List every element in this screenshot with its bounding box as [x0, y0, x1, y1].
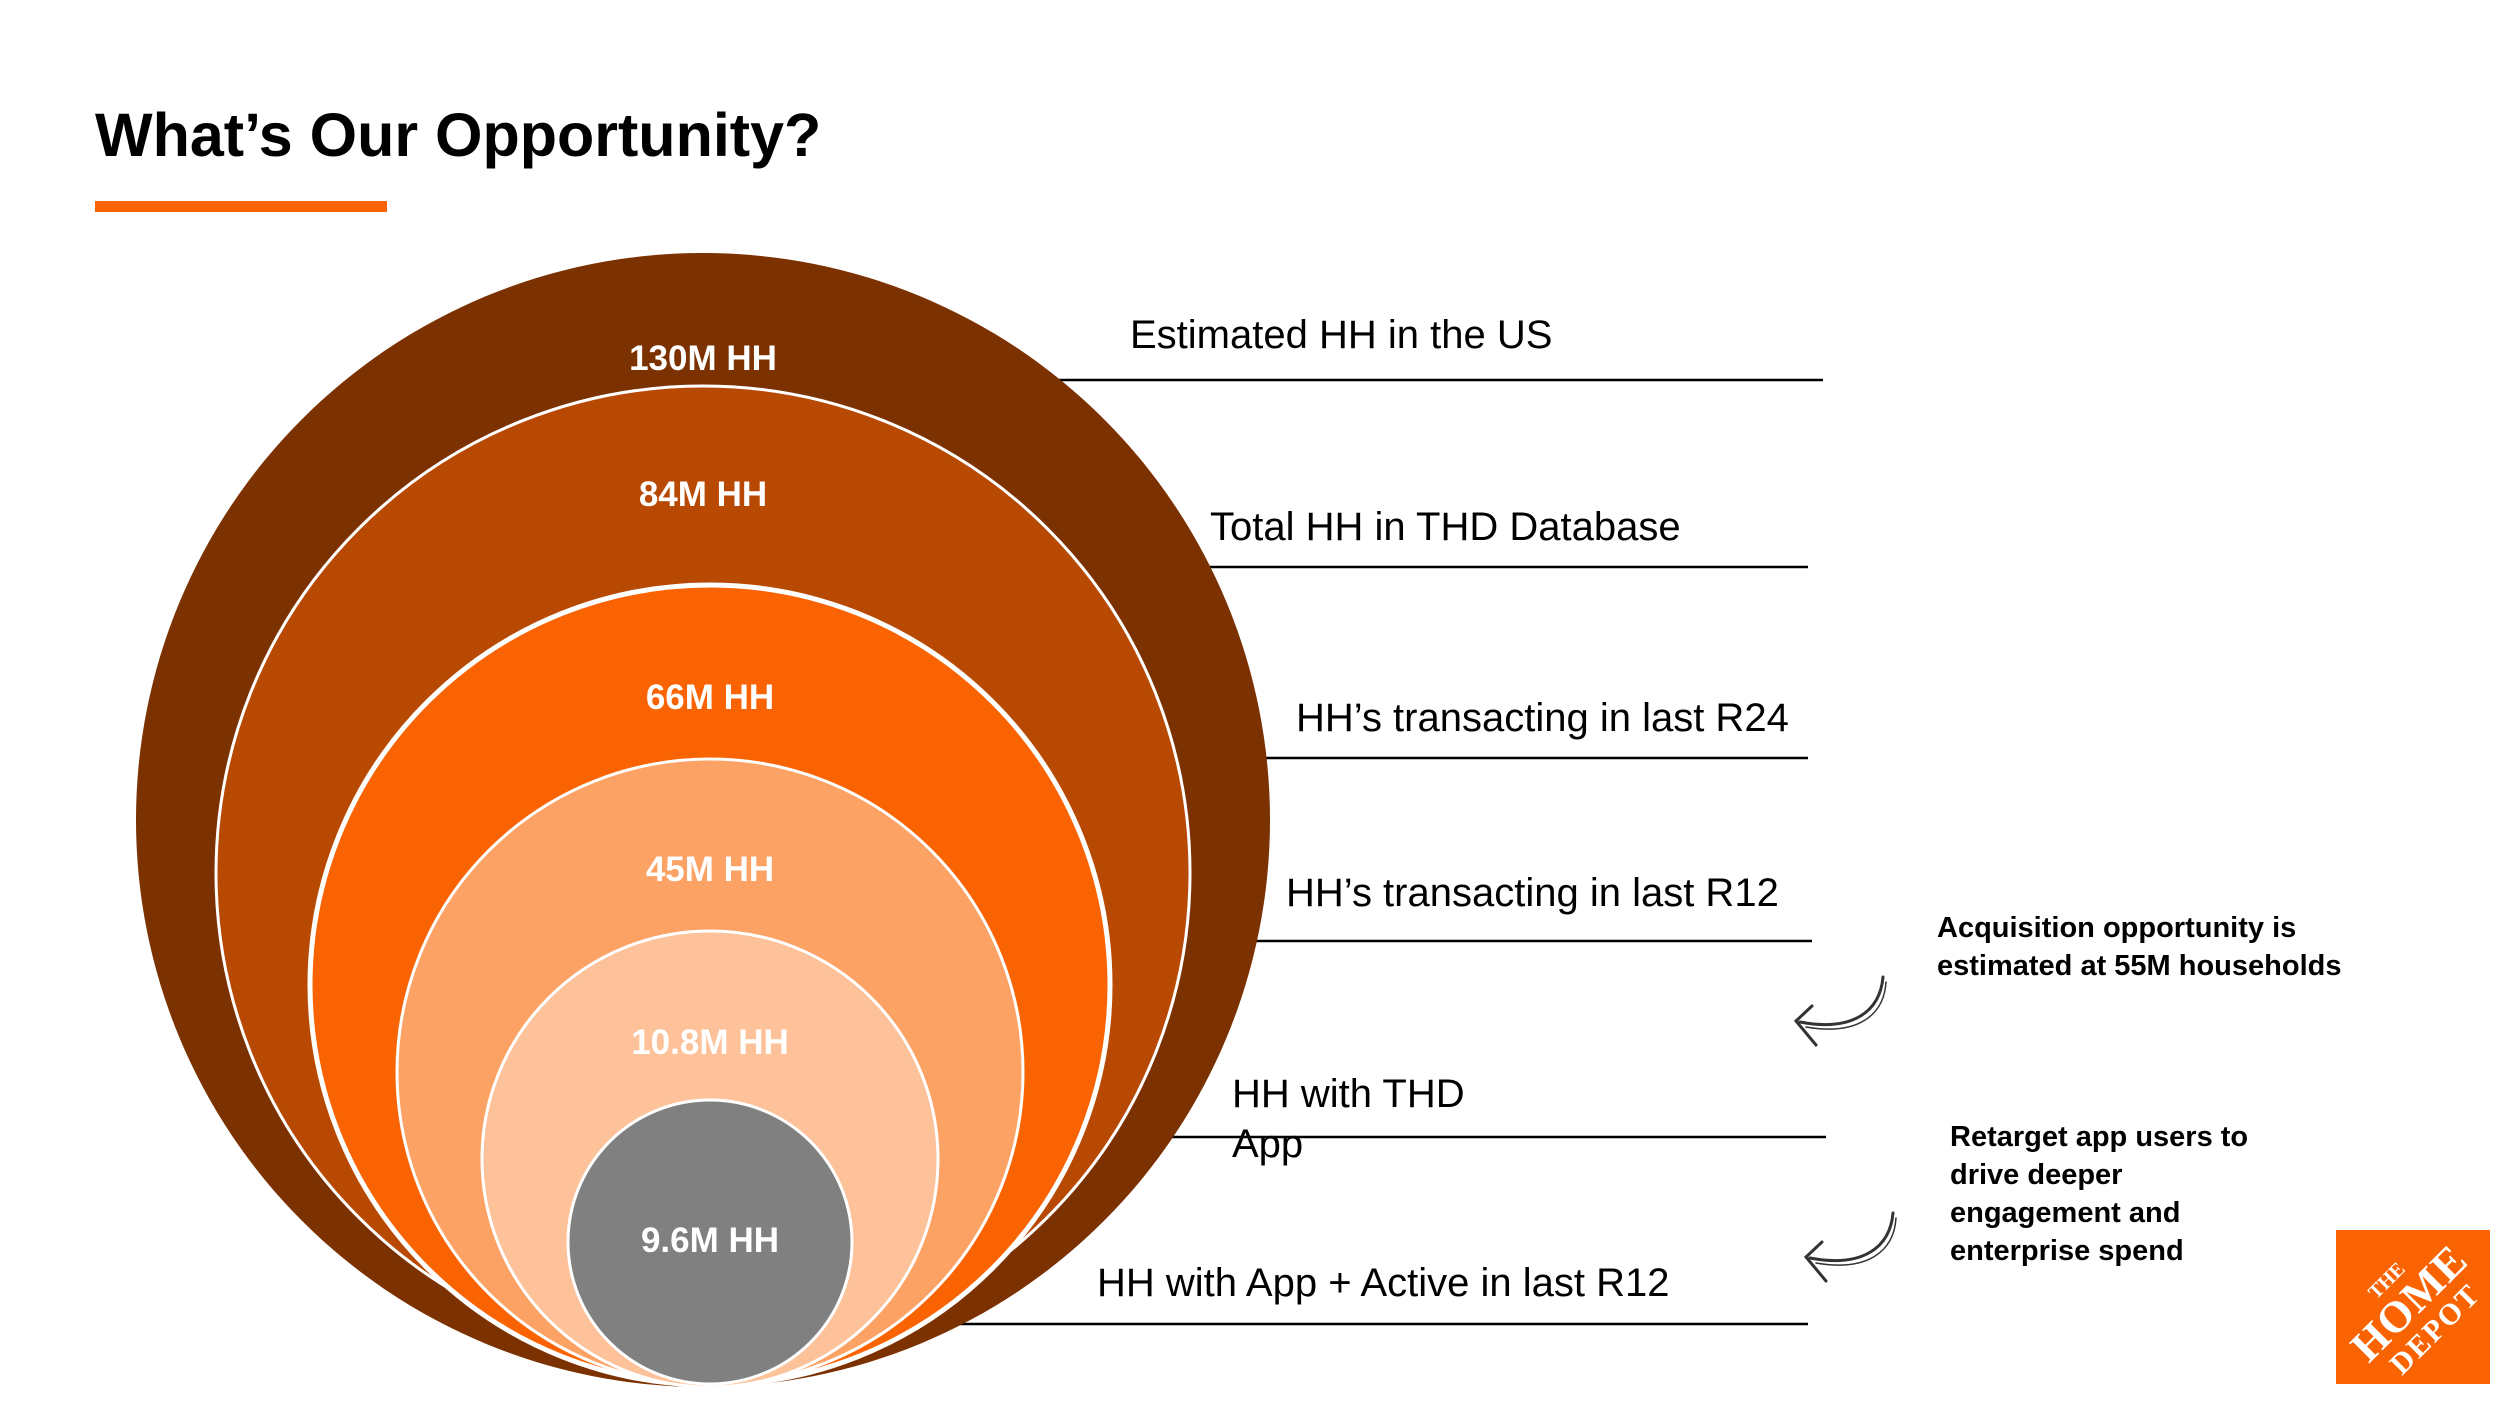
description-app-active-r12: HH with App + Active in last R12 — [1097, 1261, 1670, 1305]
note-retarget-app-users: Retarget app users to drive deeper engag… — [1950, 1121, 2249, 1267]
circle-app-active-r12 — [566, 1098, 854, 1386]
home-depot-logo: THE HOME DEPOT — [2336, 1230, 2490, 1384]
circle-label-thd-database: 84M HH — [639, 475, 767, 514]
curved-arrow-icon — [1793, 975, 1887, 1047]
note-acquisition-opportunity: Acquisition opportunity is estimated at … — [1937, 912, 2342, 982]
description-app-users: HH with THD App — [1232, 1072, 1465, 1166]
circle-label-transacting-r12: 45M HH — [646, 850, 774, 889]
circle-label-us-households: 130M HH — [629, 339, 777, 378]
slide-title: What’s Our Opportunity? — [95, 101, 822, 169]
description-us-households: Estimated HH in the US — [1130, 313, 1553, 357]
description-transacting-r12: HH’s transacting in last R12 — [1286, 871, 1779, 915]
title-underline — [95, 201, 387, 212]
circle-label-app-users: 10.8M HH — [631, 1023, 789, 1062]
description-thd-database: Total HH in THD Database — [1210, 505, 1681, 549]
circle-label-transacting-r24: 66M HH — [646, 678, 774, 717]
curved-arrow-icon — [1803, 1211, 1897, 1283]
description-transacting-r24: HH’s transacting in last R24 — [1296, 696, 1789, 740]
logo-wordmark: THE HOME DEPOT — [2341, 1235, 2488, 1382]
circle-label-app-active-r12: 9.6M HH — [641, 1221, 779, 1260]
